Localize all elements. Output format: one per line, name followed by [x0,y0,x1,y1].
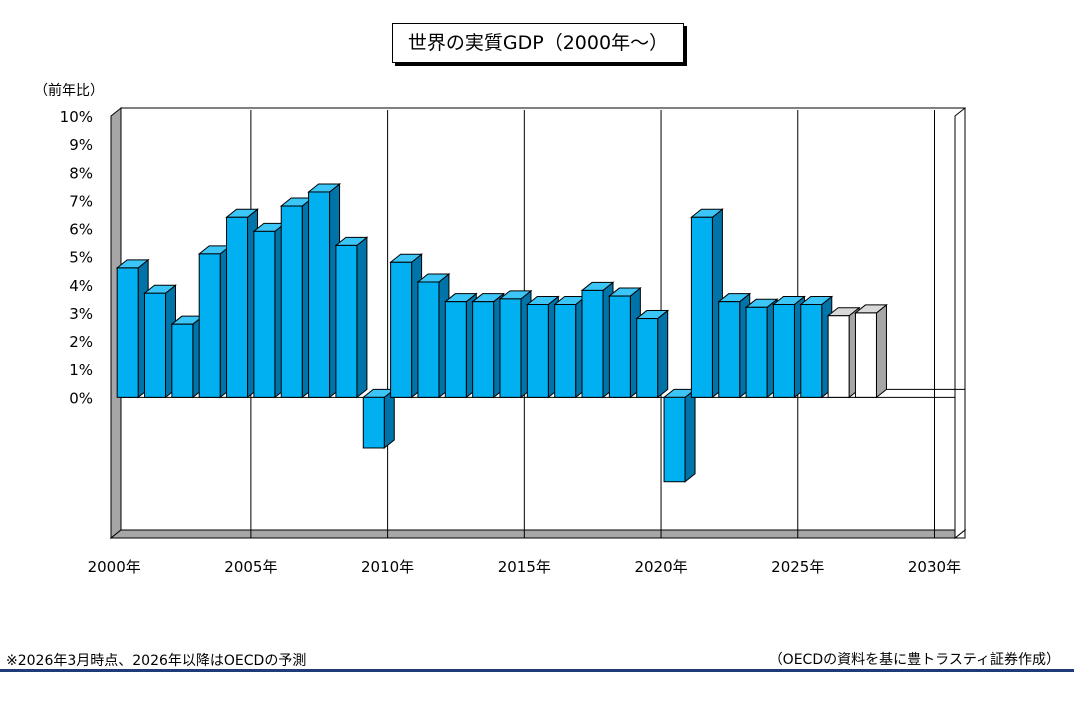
bar-2006 [279,196,314,399]
bar-2005 [252,222,287,399]
bar-side-2020 [684,388,696,483]
bar-2018 [607,287,642,399]
x-tick-label: 2025年 [771,558,824,576]
bar-side-2008 [356,236,368,399]
y-tick-label: 7% [69,192,93,210]
bar-front-2026 [827,315,850,398]
bar-front-2016 [554,303,577,398]
y-tick-label: 8% [69,164,93,182]
bar-2019 [635,309,670,399]
source-note: （OECDの資料を基に豊トラスティ証券作成） [768,652,1060,668]
y-tick-label: 3% [69,305,93,323]
bar-2024 [772,295,806,399]
bar-front-2010 [390,261,413,398]
bar-front-2013 [472,301,495,398]
bar-front-2025 [800,303,823,398]
bar-front-2027 [854,312,877,398]
bar-2027 [854,303,888,399]
bar-front-2005 [253,230,276,398]
bar-2021 [689,208,724,399]
bar-side-2009 [383,388,395,450]
y-tick-label: 9% [69,136,93,154]
x-tick-label: 2005年 [224,558,277,576]
bar-front-2014 [499,298,522,398]
plot-floor [109,529,967,539]
chart-title: 世界の実質GDP（2000年〜） [392,23,684,63]
y-tick-label: 4% [69,277,93,295]
bar-2008 [334,236,369,399]
bar-2001 [143,284,177,399]
bar-front-2008 [335,244,358,398]
bar-2004 [225,208,259,399]
footnote: ※2026年3月時点、2026年以降はOECDの予測 [6,653,307,669]
x-tick-label: 2015年 [498,558,551,576]
x-axis-ticks: 2000年 2005年 2010年 2015年 2020年 2025年 2030年 [88,558,962,576]
y-axis-unit-label: （前年比） [34,83,104,99]
bar-2013 [471,292,506,399]
y-tick-label: 0% [69,389,93,407]
bar-2015 [525,295,560,399]
bar-2002 [170,315,205,399]
bar-front-2007 [308,191,331,398]
plot-right-wall [954,106,966,540]
bar-side-2019 [657,309,669,399]
bar-front-2006 [280,205,303,398]
y-tick-label: 5% [69,249,93,267]
bar-2003 [197,244,232,399]
bar-side-2027 [875,303,887,399]
bar-front-2003 [198,253,221,398]
bar-front-2002 [171,323,194,398]
bar-front-2020 [663,396,686,483]
y-tick-label: 1% [69,361,93,379]
bar-front-2022 [718,301,741,398]
bar-2007 [307,182,341,399]
bar-front-2017 [581,289,604,398]
x-tick-label: 2030年 [908,558,961,576]
bar-2010 [389,253,424,399]
bar-front-2000 [116,267,139,398]
bar-2025 [799,295,834,399]
x-tick-label: 2000年 [88,558,141,576]
bar-front-2023 [745,306,768,398]
bar-2011 [416,272,451,399]
bar-front-2024 [772,303,795,398]
y-tick-label: 6% [69,221,93,239]
x-tick-label: 2010年 [361,558,414,576]
bar-front-2019 [636,318,659,398]
bar-front-2009 [362,396,385,449]
bar-2017 [580,281,615,399]
bar-2012 [443,292,478,399]
bar-front-2011 [417,281,440,398]
bottom-rule [0,669,1074,672]
bar-front-2018 [608,295,631,398]
bar-2020 [662,388,697,483]
bars [115,182,888,483]
bar-front-2004 [226,216,249,398]
bar-2009 [361,388,396,450]
bar-front-2001 [144,292,167,398]
bar-2014 [498,289,533,399]
bar-2022 [717,292,752,399]
bar-2023 [744,298,779,399]
bar-2000 [115,258,150,399]
bar-2016 [553,295,588,399]
y-axis-ticks: 10% 9% 8% 7% 6% 5% 4% 3% 2% 1% 0% [60,108,93,407]
y-tick-label: 10% [60,108,93,126]
bar-front-2021 [690,216,713,398]
bar-2026 [826,306,861,399]
bar-front-2012 [444,301,467,398]
x-tick-label: 2020年 [634,558,687,576]
y-tick-label: 2% [69,333,93,351]
bar-front-2015 [526,303,549,398]
